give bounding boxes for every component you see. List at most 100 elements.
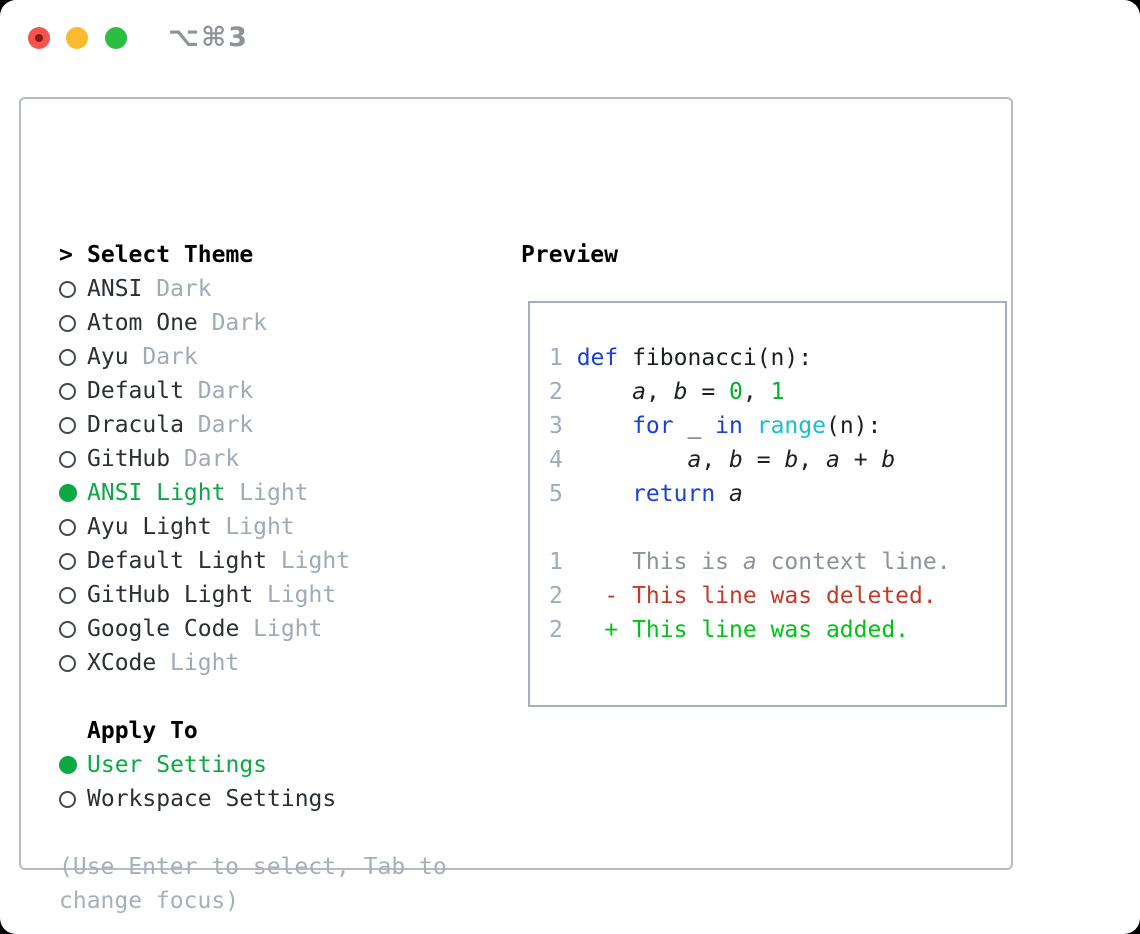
theme-option[interactable]: Default Dark — [59, 374, 447, 408]
code-segment — [577, 413, 632, 439]
zoom-button[interactable] — [105, 27, 127, 49]
code-segment: context line. — [756, 549, 951, 575]
theme-option[interactable]: Atom One Dark — [59, 306, 447, 340]
radio-unselected-icon — [59, 552, 76, 570]
code-segment: , — [742, 379, 771, 405]
radio-unselected-icon — [59, 790, 76, 808]
theme-options-list: ANSI Dark Atom One Dark Ayu Dark Default… — [59, 272, 447, 680]
code-segment — [577, 447, 688, 473]
select-theme-title: Select Theme — [87, 242, 254, 268]
spacer — [59, 816, 447, 850]
theme-variant: Light — [253, 616, 323, 642]
theme-option[interactable]: ANSI Dark — [59, 272, 447, 306]
code-segment: _ — [673, 413, 716, 439]
theme-option[interactable]: ANSI Light Light — [59, 476, 447, 510]
radio-selected-icon — [59, 484, 77, 502]
code-segment: b — [784, 447, 799, 473]
radio-unselected-icon — [59, 518, 76, 536]
close-dot-icon — [35, 34, 43, 42]
code-segment — [577, 379, 632, 405]
code-segment: , — [701, 447, 730, 473]
code-segment: This is — [576, 549, 743, 575]
theme-variant: Light — [225, 514, 295, 540]
line-number: 4 — [549, 447, 563, 473]
theme-variant: Dark — [183, 446, 240, 472]
apply-to-option[interactable]: Workspace Settings — [59, 782, 447, 816]
theme-name: GitHub — [87, 446, 171, 472]
theme-option[interactable]: Ayu Light Light — [59, 510, 447, 544]
theme-variant: Dark — [211, 310, 267, 336]
code-segment: , — [798, 447, 826, 473]
apply-to-label: User Settings — [87, 752, 268, 778]
theme-variant: Light — [239, 480, 309, 506]
select-theme-header-row: > Select Theme — [59, 238, 447, 272]
theme-option[interactable]: Default Light Light — [59, 544, 447, 578]
theme-name: ANSI Light — [87, 480, 226, 506]
theme-name: Default Light — [87, 548, 268, 574]
theme-variant: Dark — [197, 412, 254, 438]
theme-option[interactable]: GitHub Dark — [59, 442, 447, 476]
window-titlebar: ⌥⌘3 — [0, 0, 1140, 76]
code-segment: , — [645, 379, 674, 405]
preview-code-line: 5 return a — [549, 477, 1005, 511]
apply-to-option[interactable]: User Settings — [59, 748, 447, 782]
code-segment: return — [632, 481, 716, 507]
theme-variant: Dark — [156, 276, 212, 302]
apply-to-label: Workspace Settings — [87, 786, 337, 812]
theme-selector-panel: > Select Theme ANSI Dark Atom One Dark A… — [19, 97, 1013, 914]
code-segment: (n): — [825, 413, 882, 439]
theme-option[interactable]: Ayu Dark — [59, 340, 447, 374]
theme-name: Dracula — [87, 412, 184, 438]
spacer — [59, 680, 447, 714]
theme-variant: Light — [280, 548, 351, 574]
code-segment: for — [632, 413, 674, 439]
theme-name: Ayu Light — [87, 514, 212, 540]
help-text-line: change focus) — [59, 888, 240, 914]
theme-option[interactable]: GitHub Light Light — [59, 578, 447, 612]
close-button[interactable] — [28, 27, 50, 49]
theme-list: > Select Theme ANSI Dark Atom One Dark A… — [59, 238, 447, 918]
code-segment: b — [673, 379, 688, 405]
code-segment: fibonacci(n): — [618, 345, 813, 371]
apply-to-options-list: User Settings Workspace Settings — [59, 748, 447, 816]
preview-title: Preview — [521, 242, 618, 268]
preview-code-line: 2 - This line was deleted. — [549, 579, 1005, 613]
theme-name: Ayu — [87, 344, 129, 370]
theme-name: GitHub Light — [87, 582, 254, 608]
apply-to-title: Apply To — [87, 718, 198, 744]
code-segment: a — [729, 481, 743, 507]
radio-unselected-icon — [59, 382, 76, 400]
theme-variant: Dark — [142, 344, 198, 370]
code-segment: a — [687, 447, 702, 473]
theme-option[interactable]: XCode Light — [59, 646, 447, 680]
theme-variant: Light — [266, 582, 337, 608]
theme-option[interactable]: Google Code Light — [59, 612, 447, 646]
theme-option[interactable]: Dracula Dark — [59, 408, 447, 442]
help-text-line: (Use Enter to select, Tab to — [59, 854, 447, 880]
minimize-button[interactable] — [66, 27, 88, 49]
code-segment: a — [826, 447, 840, 473]
code-segment: = — [687, 379, 730, 405]
code-segment: def — [576, 345, 619, 371]
code-segment — [743, 413, 757, 439]
preview-code-line: 2 a, b = 0, 1 — [549, 375, 1005, 409]
theme-variant: Dark — [197, 378, 254, 404]
line-number: 3 — [549, 413, 563, 439]
code-segment: + — [839, 447, 882, 473]
theme-name: XCode — [87, 650, 157, 676]
theme-name: Atom One — [87, 310, 198, 336]
line-number: 1 — [549, 345, 563, 371]
code-segment: a — [632, 379, 646, 405]
code-segment: b — [881, 447, 896, 473]
radio-unselected-icon — [59, 314, 76, 332]
preview-code-line: 4 a, b = b, a + b — [549, 443, 1005, 477]
theme-variant: Light — [170, 650, 240, 676]
code-segment: = — [742, 447, 785, 473]
preview-code-line: 3 for _ in range(n): — [549, 409, 1005, 443]
line-number: 2 — [549, 583, 563, 609]
radio-unselected-icon — [59, 280, 76, 298]
code-segment: + This line was added. — [604, 617, 910, 643]
